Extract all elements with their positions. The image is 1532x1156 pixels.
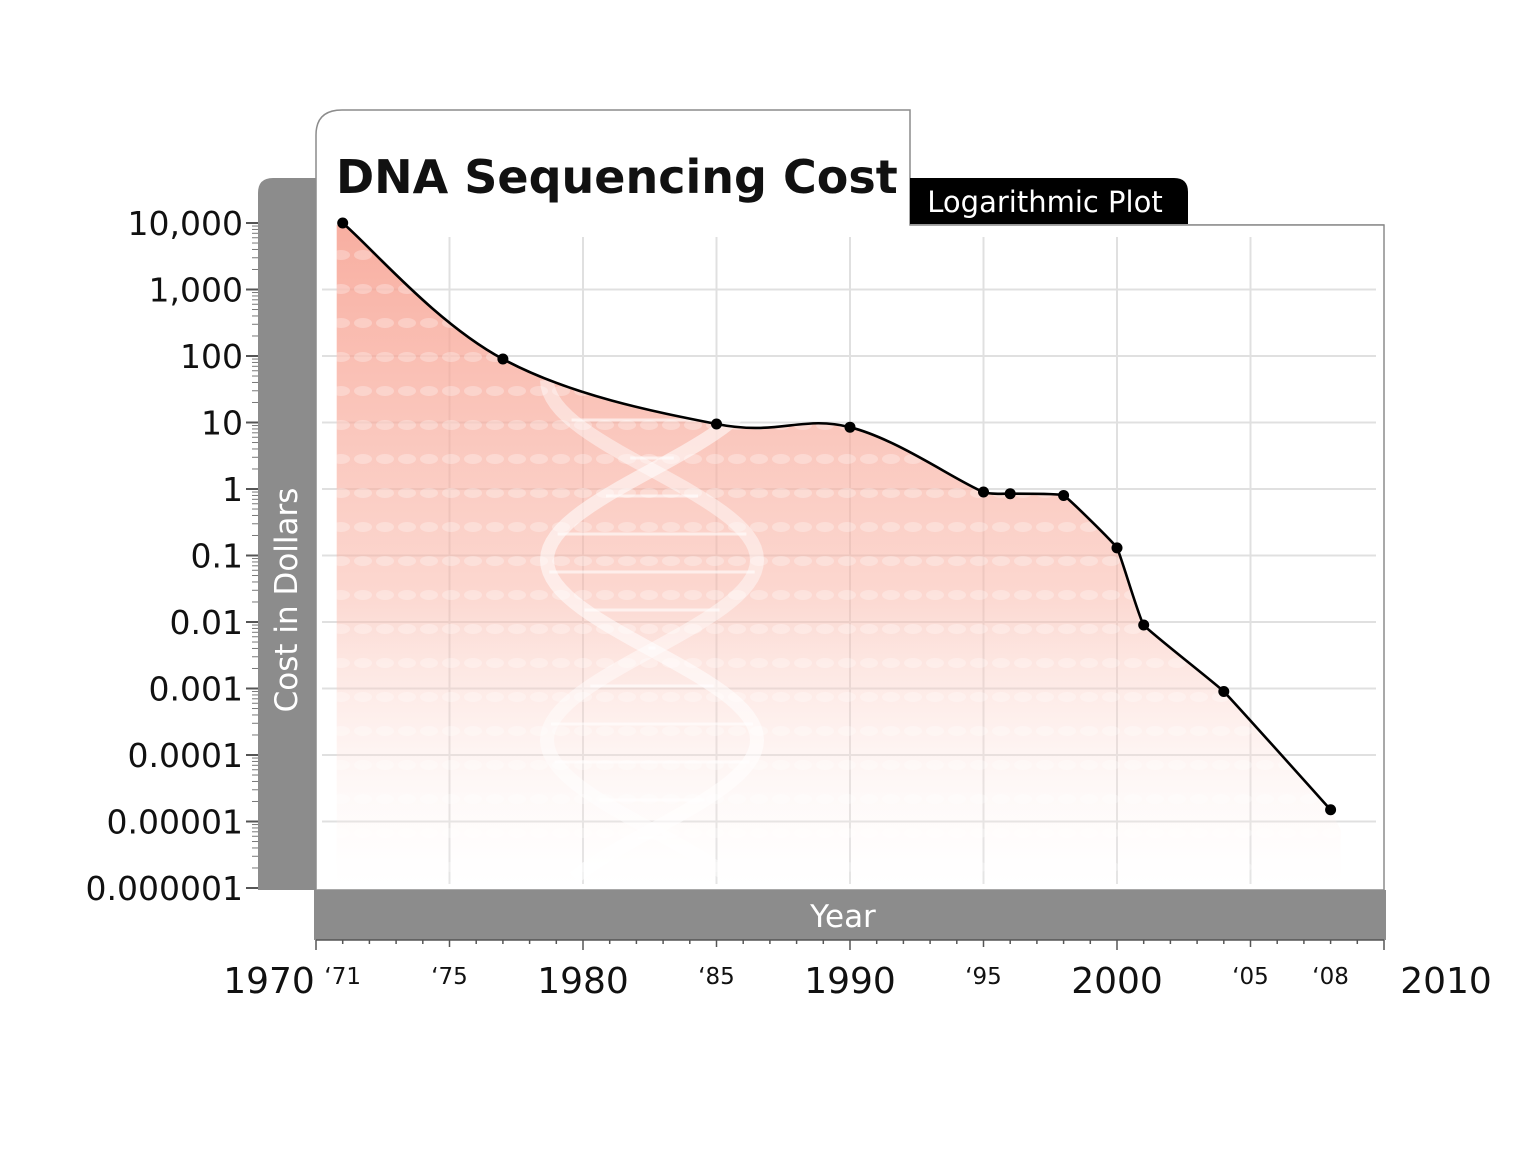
x-major-label: 2000 [1071, 961, 1163, 1002]
data-point [1004, 488, 1016, 500]
y-tick-label: 0.00001 [107, 803, 243, 842]
dna-helix-decoration [539, 379, 765, 884]
y-tick-label: 1,000 [149, 271, 243, 310]
series-line [341, 222, 1332, 811]
y-axis: 10,000 1,000 100 10 1 0.1 0.01 0.001 0.0001 0.000… [86, 204, 258, 908]
series-line-group [341, 222, 1332, 811]
xlabel-panel [314, 890, 1386, 940]
ylabel-panel [258, 178, 316, 890]
helix-strand [539, 379, 765, 884]
data-point [1138, 619, 1150, 631]
y-tick-label: 10,000 [128, 204, 243, 243]
x-minor-label: ‘08 [1312, 964, 1349, 990]
x-axis-title: Year [809, 899, 876, 935]
x-major-label: 2010 [1400, 961, 1492, 1002]
y-axis-title: Cost in Dollars [269, 488, 305, 713]
data-point [1058, 489, 1070, 501]
x-major-label: 1970 [223, 961, 315, 1002]
data-point [1218, 686, 1230, 698]
data-point [1111, 542, 1123, 554]
x-axis: 1970 1980 1990 2000 2010 ‘71 ‘75 ‘85 ‘95 ‘05 ‘08 [223, 939, 1492, 1002]
x-major-label: 1990 [804, 961, 896, 1002]
data-point [1325, 804, 1337, 816]
data-point [337, 217, 349, 229]
y-tick-label: 0.0001 [128, 736, 243, 775]
area-texture [336, 225, 1341, 888]
x-major-label: 1980 [537, 961, 629, 1002]
chart-title: DNA Sequencing Cost [336, 150, 898, 204]
x-minor-label: ‘75 [431, 964, 468, 990]
x-minor-label: ‘05 [1232, 964, 1269, 990]
y-tick-label: 0.01 [170, 603, 243, 642]
subtitle-pill [910, 178, 1188, 224]
data-point [844, 421, 856, 433]
y-tick-label: 0.000001 [86, 869, 243, 908]
x-minor-label: ‘71 [324, 964, 361, 990]
y-tick-label: 100 [180, 337, 243, 376]
data-points [337, 217, 1337, 816]
y-tick-label: 0.1 [191, 537, 243, 576]
y-tick-label: 10 [201, 404, 243, 443]
x-minor-label: ‘85 [698, 964, 735, 990]
data-point [978, 486, 989, 498]
chart-subtitle: Logarithmic Plot [927, 185, 1162, 219]
area-fill [336, 225, 1341, 888]
data-point [497, 353, 509, 365]
y-tick-label: 0.001 [149, 670, 243, 709]
helix-strand [539, 379, 765, 884]
y-tick-label: 1 [222, 470, 243, 509]
x-minor-label: ‘95 [965, 964, 1002, 990]
data-point [711, 418, 722, 430]
